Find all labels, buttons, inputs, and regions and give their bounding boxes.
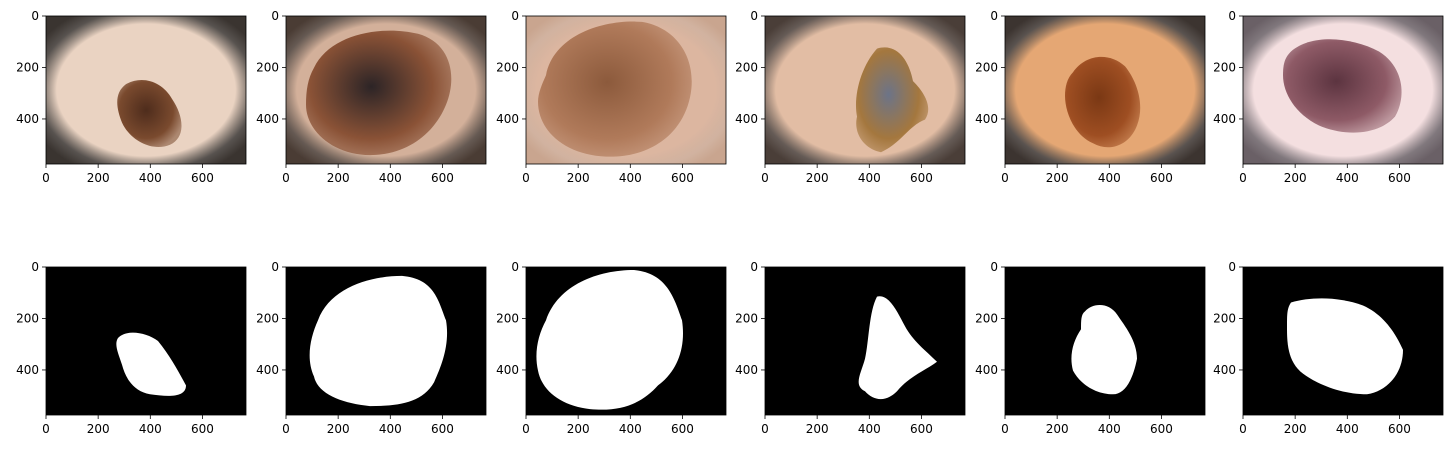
panel-r2-c6: 0 200 400 600 0 200 400 bbox=[1213, 260, 1443, 436]
x-tick-label: 200 bbox=[567, 422, 590, 436]
x-tick-label: 400 bbox=[139, 422, 162, 436]
x-tick-label: 400 bbox=[619, 171, 642, 185]
x-tick-label: 200 bbox=[1046, 171, 1069, 185]
y-tick-label: 0 bbox=[511, 260, 519, 274]
panel-r2-c3: 0 200 400 600 0 200 400 bbox=[496, 260, 726, 436]
x-tick-label: 0 bbox=[42, 171, 50, 185]
y-tick-label: 200 bbox=[16, 60, 39, 74]
x-tick-label: 600 bbox=[1388, 171, 1411, 185]
x-tick-label: 400 bbox=[1098, 422, 1121, 436]
panel-r1-c1: 0 200 400 600 0 200 400 bbox=[16, 9, 246, 185]
y-tick-label: 0 bbox=[1228, 9, 1236, 23]
y-tick-label: 400 bbox=[496, 363, 519, 377]
y-tick-label: 400 bbox=[1213, 112, 1236, 126]
x-tick-label: 0 bbox=[761, 171, 769, 185]
x-tick-label: 600 bbox=[910, 422, 933, 436]
panel-r1-c6: 0 200 400 600 0 200 400 bbox=[1213, 9, 1443, 185]
x-tick-label: 400 bbox=[858, 171, 881, 185]
y-tick-label: 400 bbox=[256, 363, 279, 377]
x-tick-label: 0 bbox=[1239, 422, 1247, 436]
y-tick-label: 0 bbox=[990, 260, 998, 274]
x-tick-label: 0 bbox=[761, 422, 769, 436]
panel-r1-c4: 0 200 400 600 0 200 400 bbox=[735, 9, 965, 185]
y-tick-label: 0 bbox=[1228, 260, 1236, 274]
y-tick-label: 200 bbox=[1213, 311, 1236, 325]
x-tick-label: 0 bbox=[1001, 171, 1009, 185]
y-tick-label: 200 bbox=[1213, 60, 1236, 74]
panel-r1-c3: 0 200 400 600 0 200 400 bbox=[496, 9, 726, 185]
x-tick-label: 200 bbox=[327, 422, 350, 436]
y-tick-label: 400 bbox=[975, 112, 998, 126]
y-tick-label: 400 bbox=[735, 363, 758, 377]
x-tick-label: 600 bbox=[1150, 422, 1173, 436]
x-tick-label: 400 bbox=[1098, 171, 1121, 185]
y-tick-label: 400 bbox=[16, 112, 39, 126]
x-tick-label: 200 bbox=[1284, 422, 1307, 436]
x-tick-label: 0 bbox=[42, 422, 50, 436]
y-tick-label: 200 bbox=[496, 60, 519, 74]
y-tick-label: 0 bbox=[31, 9, 39, 23]
y-tick-label: 200 bbox=[256, 60, 279, 74]
panel-r1-c5: 0 200 400 600 0 200 400 bbox=[975, 9, 1205, 185]
x-tick-label: 400 bbox=[379, 422, 402, 436]
y-tick-label: 200 bbox=[16, 311, 39, 325]
panel-r2-c4: 0 200 400 600 0 200 400 bbox=[735, 260, 965, 436]
x-tick-label: 600 bbox=[1150, 171, 1173, 185]
x-tick-label: 0 bbox=[522, 422, 530, 436]
y-tick-label: 400 bbox=[735, 112, 758, 126]
x-tick-label: 600 bbox=[671, 422, 694, 436]
y-tick-label: 400 bbox=[975, 363, 998, 377]
x-tick-label: 200 bbox=[327, 171, 350, 185]
x-tick-label: 600 bbox=[191, 171, 214, 185]
x-tick-label: 0 bbox=[522, 171, 530, 185]
x-tick-label: 200 bbox=[87, 171, 110, 185]
x-tick-label: 400 bbox=[139, 171, 162, 185]
x-tick-label: 200 bbox=[567, 171, 590, 185]
panel-r2-c5: 0 200 400 600 0 200 400 bbox=[975, 260, 1205, 436]
y-tick-label: 0 bbox=[990, 9, 998, 23]
y-tick-label: 0 bbox=[271, 260, 279, 274]
y-tick-label: 400 bbox=[256, 112, 279, 126]
x-tick-label: 200 bbox=[806, 422, 829, 436]
x-tick-label: 600 bbox=[1388, 422, 1411, 436]
mask-image bbox=[765, 267, 965, 415]
y-tick-label: 200 bbox=[496, 311, 519, 325]
y-tick-label: 0 bbox=[31, 260, 39, 274]
x-tick-label: 600 bbox=[191, 422, 214, 436]
x-tick-label: 400 bbox=[379, 171, 402, 185]
x-tick-label: 0 bbox=[282, 422, 290, 436]
x-tick-label: 400 bbox=[1336, 171, 1359, 185]
x-tick-label: 400 bbox=[858, 422, 881, 436]
panel-r1-c2: 0 200 400 600 0 200 400 bbox=[256, 9, 486, 185]
y-tick-label: 200 bbox=[256, 311, 279, 325]
x-tick-label: 0 bbox=[282, 171, 290, 185]
x-tick-label: 400 bbox=[1336, 422, 1359, 436]
y-tick-label: 0 bbox=[511, 9, 519, 23]
y-tick-label: 200 bbox=[975, 60, 998, 74]
x-tick-label: 200 bbox=[87, 422, 110, 436]
y-tick-label: 400 bbox=[16, 363, 39, 377]
x-tick-label: 200 bbox=[806, 171, 829, 185]
y-tick-label: 200 bbox=[735, 60, 758, 74]
y-tick-label: 0 bbox=[750, 9, 758, 23]
x-tick-label: 200 bbox=[1046, 422, 1069, 436]
y-tick-label: 0 bbox=[271, 9, 279, 23]
panel-r2-c2: 0 200 400 600 0 200 400 bbox=[256, 260, 486, 436]
y-tick-label: 400 bbox=[496, 112, 519, 126]
y-tick-label: 200 bbox=[735, 311, 758, 325]
x-tick-label: 400 bbox=[619, 422, 642, 436]
y-tick-label: 400 bbox=[1213, 363, 1236, 377]
panel-r2-c1: 0 200 400 600 0 200 400 bbox=[16, 260, 246, 436]
x-tick-label: 600 bbox=[431, 171, 454, 185]
y-tick-label: 200 bbox=[975, 311, 998, 325]
x-tick-label: 600 bbox=[431, 422, 454, 436]
x-tick-label: 600 bbox=[910, 171, 933, 185]
x-tick-label: 0 bbox=[1001, 422, 1009, 436]
y-tick-label: 0 bbox=[750, 260, 758, 274]
x-tick-label: 0 bbox=[1239, 171, 1247, 185]
x-tick-label: 200 bbox=[1284, 171, 1307, 185]
x-tick-label: 600 bbox=[671, 171, 694, 185]
